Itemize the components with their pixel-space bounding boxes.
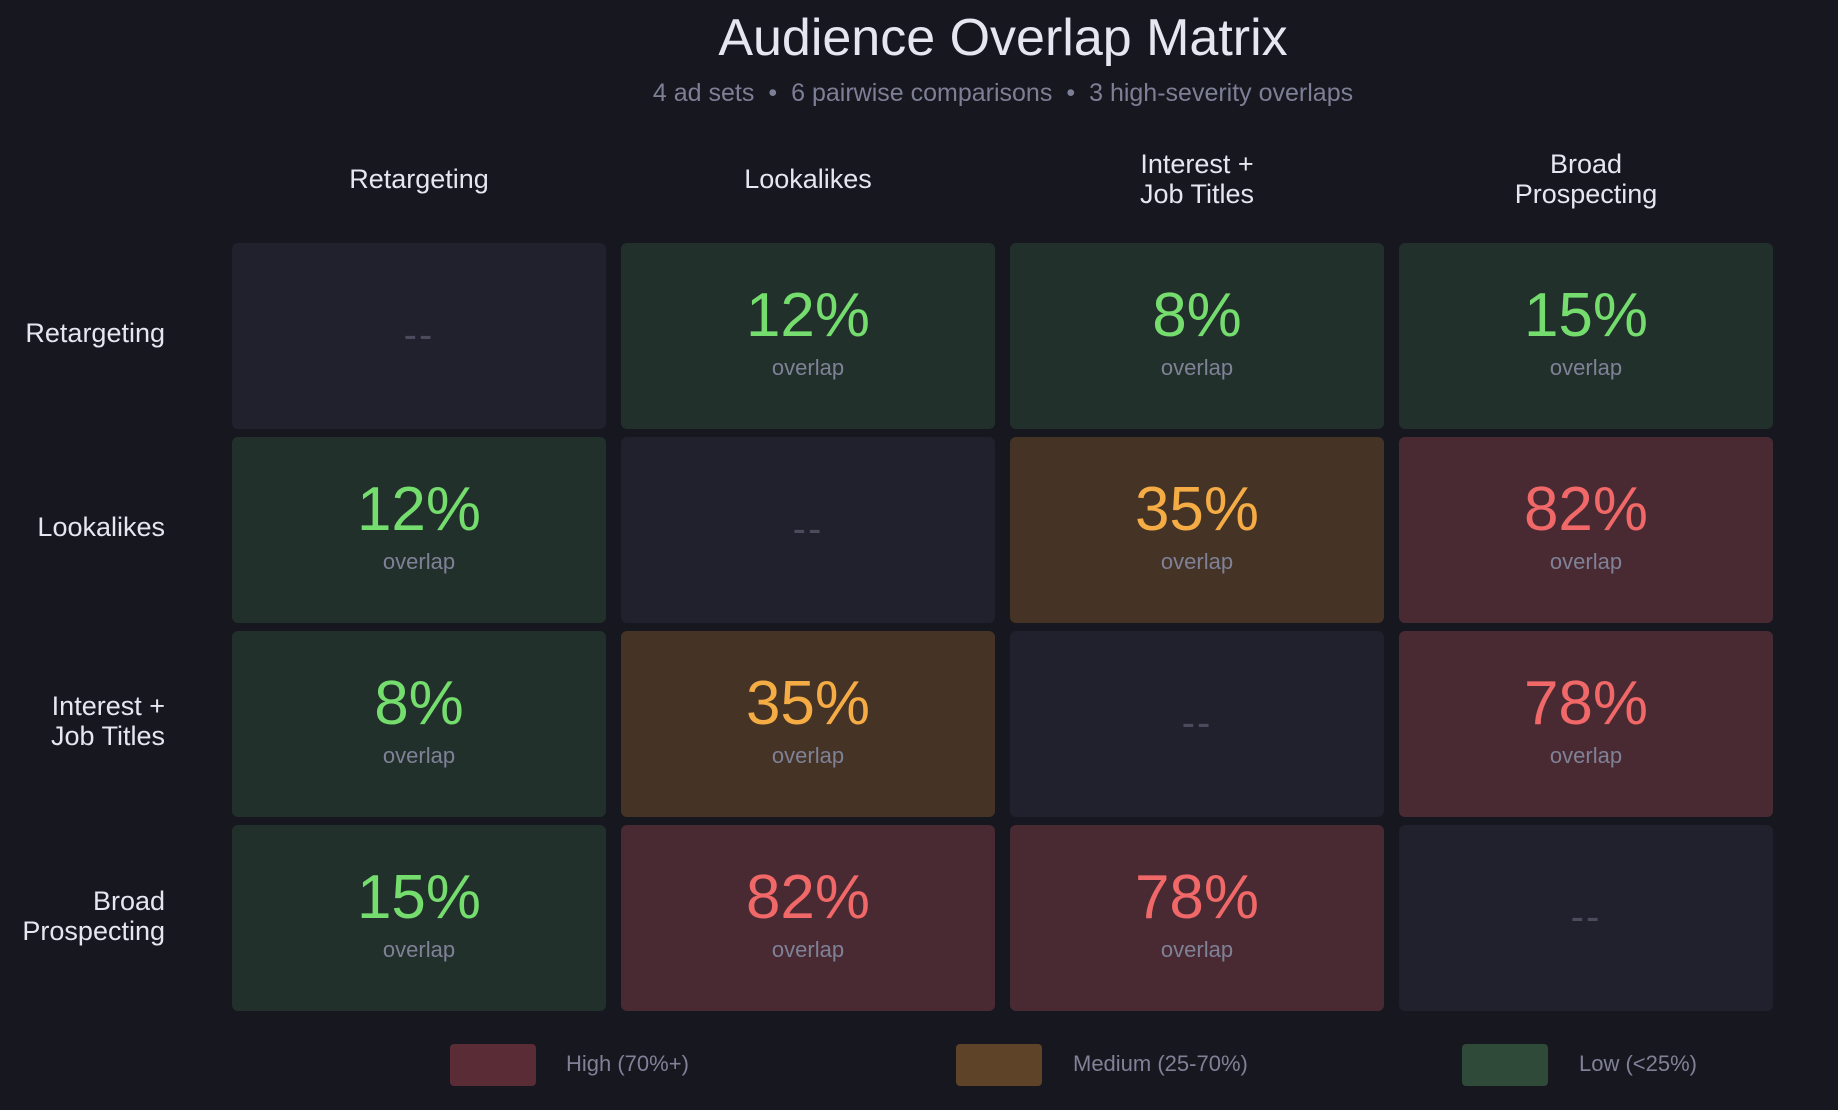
- overlap-value: 12%: [745, 281, 871, 350]
- diagonal-placeholder: --: [1181, 701, 1213, 745]
- legend-label-low: Low (<25%): [1579, 1051, 1698, 1076]
- overlap-value: 82%: [1523, 475, 1649, 544]
- heatmap-cell-diagonal: --: [1010, 631, 1384, 817]
- heatmap-cell-low: 12% overlap: [621, 243, 995, 429]
- heatmap-cell-diagonal: --: [621, 437, 995, 623]
- row-header: Retargeting: [25, 318, 165, 348]
- column-header: Interest + Job Titles: [1139, 149, 1255, 209]
- heatmap-cell-diagonal: --: [232, 243, 606, 429]
- column-header: Broad Prospecting: [1514, 149, 1658, 209]
- subtitle-comparisons: 6 pairwise comparisons: [791, 79, 1053, 107]
- heatmap-cell-high: 82% overlap: [1399, 437, 1773, 623]
- row-header: Lookalikes: [37, 512, 165, 542]
- legend-swatch-high: [450, 1044, 536, 1086]
- subtitle-high: 3 high-severity overlaps: [1089, 79, 1354, 107]
- chart-subtitle: 4 ad sets • 6 pairwise comparisons • 3 high-…: [0, 79, 1838, 108]
- row-header: Broad Prospecting: [22, 886, 165, 946]
- column-header: Lookalikes: [744, 164, 872, 194]
- heatmap-cell-high: 82% overlap: [621, 825, 995, 1011]
- overlap-value: 78%: [1523, 669, 1649, 738]
- overlap-value: 78%: [1134, 863, 1260, 932]
- overlap-value: 8%: [1152, 281, 1242, 350]
- heatmap-cell-low: 12% overlap: [232, 437, 606, 623]
- legend-label-high: High (70%+): [566, 1051, 689, 1076]
- overlap-sublabel: overlap: [1160, 355, 1234, 380]
- chart-title: Audience Overlap Matrix: [718, 9, 1288, 67]
- overlap-sublabel: overlap: [382, 743, 456, 768]
- legend-swatch-low: [1462, 1044, 1548, 1086]
- overlap-sublabel: overlap: [1549, 355, 1623, 380]
- overlap-sublabel: overlap: [771, 743, 845, 768]
- subtitle-separator: •: [1066, 79, 1076, 107]
- overlap-value: 15%: [356, 863, 482, 932]
- overlap-sublabel: overlap: [1549, 743, 1623, 768]
- overlap-sublabel: overlap: [1160, 937, 1234, 962]
- heatmap-cell-diagonal: --: [1399, 825, 1773, 1011]
- heatmap-cell-low: 8% overlap: [1010, 243, 1384, 429]
- diagonal-placeholder: --: [403, 313, 435, 357]
- subtitle-separator: •: [768, 79, 778, 107]
- heatmap-cell-medium: 35% overlap: [621, 631, 995, 817]
- heatmap-cell-low: 8% overlap: [232, 631, 606, 817]
- heatmap-cell-low: 15% overlap: [232, 825, 606, 1011]
- overlap-sublabel: overlap: [1160, 549, 1234, 574]
- overlap-sublabel: overlap: [771, 355, 845, 380]
- overlap-sublabel: overlap: [1549, 549, 1623, 574]
- heatmap-cell-low: 15% overlap: [1399, 243, 1773, 429]
- overlap-sublabel: overlap: [771, 937, 845, 962]
- overlap-value: 35%: [1134, 475, 1260, 544]
- legend-label-medium: Medium (25-70%): [1073, 1051, 1248, 1076]
- diagonal-placeholder: --: [792, 507, 824, 551]
- heatmap-cell-medium: 35% overlap: [1010, 437, 1384, 623]
- overlap-sublabel: overlap: [382, 937, 456, 962]
- overlap-sublabel: overlap: [382, 549, 456, 574]
- overlap-value: 15%: [1523, 281, 1649, 350]
- heatmap-cell-high: 78% overlap: [1010, 825, 1384, 1011]
- column-header: Retargeting: [349, 164, 489, 194]
- row-header: Interest + Job Titles: [50, 691, 165, 751]
- overlap-value: 82%: [745, 863, 871, 932]
- overlap-value: 35%: [745, 669, 871, 738]
- subtitle-ad-sets: 4 ad sets: [652, 79, 755, 107]
- heatmap-cell-high: 78% overlap: [1399, 631, 1773, 817]
- diagonal-placeholder: --: [1570, 895, 1602, 939]
- legend-swatch-medium: [956, 1044, 1042, 1086]
- overlap-value: 8%: [374, 669, 464, 738]
- overlap-value: 12%: [356, 475, 482, 544]
